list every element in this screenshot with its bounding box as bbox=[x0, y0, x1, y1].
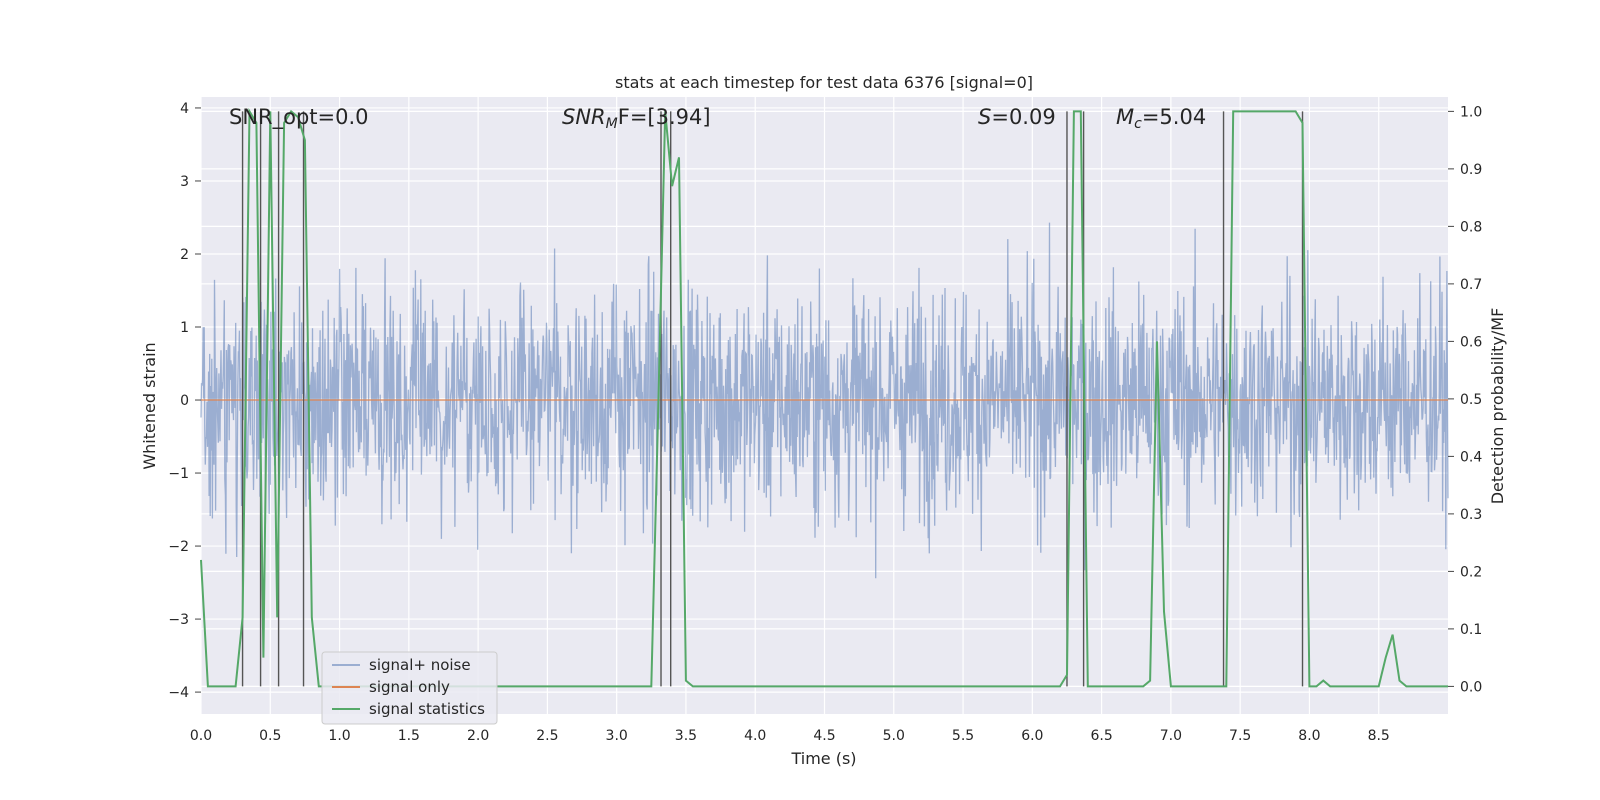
y-right-tick-label: 0.4 bbox=[1460, 449, 1482, 465]
y-tick-label: 0 bbox=[180, 393, 189, 409]
x-tick-label: 2.0 bbox=[467, 728, 489, 744]
y-tick-label: −2 bbox=[168, 539, 189, 555]
x-tick-label: 4.0 bbox=[744, 728, 766, 744]
x-tick-label: 4.5 bbox=[813, 728, 835, 744]
legend-label-noise: signal+ noise bbox=[369, 656, 471, 674]
statistics-series bbox=[200, 107, 1448, 688]
y-tick-label: −3 bbox=[168, 612, 189, 628]
x-tick-label: 5.5 bbox=[952, 728, 974, 744]
s-annotation: S=0.09 bbox=[978, 105, 1056, 129]
x-tick-label: 3.0 bbox=[606, 728, 628, 744]
legend-label-signal-only: signal only bbox=[369, 678, 450, 696]
noise-trace bbox=[200, 222, 1449, 579]
mc-value: =5.04 bbox=[1142, 105, 1206, 129]
y-tick-labels: 4 3 2 1 0 −1 −2 −3 −4 bbox=[168, 101, 201, 701]
x-tick-label: 7.5 bbox=[1229, 728, 1251, 744]
y-right-tick-label: 0.2 bbox=[1460, 564, 1482, 580]
x-tick-label: 8.0 bbox=[1298, 728, 1320, 744]
y-tick-label: −4 bbox=[168, 685, 189, 701]
y-right-tick-label: 0.3 bbox=[1460, 507, 1482, 523]
y-right-tick-label: 0.5 bbox=[1460, 392, 1482, 408]
s-value: =0.09 bbox=[991, 105, 1055, 129]
snr-opt-annotation: SNR_opt=0.0 bbox=[229, 105, 369, 130]
s-label: S bbox=[978, 105, 991, 129]
noise-series bbox=[200, 222, 1449, 579]
mc-label: M bbox=[1116, 105, 1134, 129]
x-tick-label: 6.0 bbox=[1021, 728, 1043, 744]
y-right-tick-label: 0.1 bbox=[1460, 622, 1482, 638]
y-right-tick-label: 0.0 bbox=[1460, 679, 1482, 695]
y-tick-label: 1 bbox=[180, 320, 189, 336]
x-tick-label: 6.5 bbox=[1090, 728, 1112, 744]
x-tick-label: 3.5 bbox=[675, 728, 697, 744]
y-right-tick-label: 0.6 bbox=[1460, 334, 1482, 350]
mc-annotation: Mc=5.04 bbox=[1116, 105, 1206, 132]
x-tick-label: 0.0 bbox=[190, 728, 212, 744]
x-tick-label: 5.0 bbox=[883, 728, 905, 744]
y-right-tick-label: 0.8 bbox=[1460, 219, 1482, 235]
legend: signal+ noise signal only signal statist… bbox=[321, 651, 498, 725]
y-axis-label: Whitened strain bbox=[140, 342, 159, 469]
snr-mf-label: SNR bbox=[562, 105, 606, 129]
x-tick-label: 0.5 bbox=[259, 728, 281, 744]
legend-label-statistics: signal statistics bbox=[369, 700, 485, 718]
y-tick-label: 3 bbox=[180, 174, 189, 190]
legend-box bbox=[321, 651, 498, 725]
y-right-tick-label: 1.0 bbox=[1460, 104, 1482, 120]
x-tick-labels: 0.0 0.5 1.0 1.5 2.0 2.5 3.0 3.5 4.0 4.5 5.0 5.5 6.0 6… bbox=[190, 728, 1390, 744]
snr-mf-annotation: SNRMF=[3.94] bbox=[562, 105, 711, 132]
x-tick-label: 2.5 bbox=[536, 728, 558, 744]
x-tick-label: 7.0 bbox=[1160, 728, 1182, 744]
y-tick-label: −1 bbox=[168, 466, 189, 482]
snr-mf-value: F=[3.94] bbox=[618, 105, 711, 129]
y-tick-label: 2 bbox=[180, 247, 189, 263]
x-tick-label: 1.5 bbox=[398, 728, 420, 744]
mc-subscript: c bbox=[1134, 116, 1142, 132]
y-right-tick-labels: 1.0 0.9 0.8 0.7 0.6 0.5 0.4 0.3 0.2 0.1 0.0 bbox=[1448, 104, 1482, 695]
statistics-line bbox=[200, 107, 1448, 688]
snr-mf-subscript: M bbox=[606, 116, 618, 132]
x-tick-label: 8.5 bbox=[1368, 728, 1390, 744]
chart-title: stats at each timestep for test data 637… bbox=[615, 73, 1033, 92]
y-right-axis-label: Detection probability/MF bbox=[1488, 308, 1507, 505]
y-tick-label: 4 bbox=[180, 101, 189, 117]
y-right-tick-label: 0.7 bbox=[1460, 277, 1482, 293]
x-axis-label: Time (s) bbox=[790, 749, 856, 768]
x-tick-label: 1.0 bbox=[328, 728, 350, 744]
y-right-tick-label: 0.9 bbox=[1460, 162, 1482, 178]
